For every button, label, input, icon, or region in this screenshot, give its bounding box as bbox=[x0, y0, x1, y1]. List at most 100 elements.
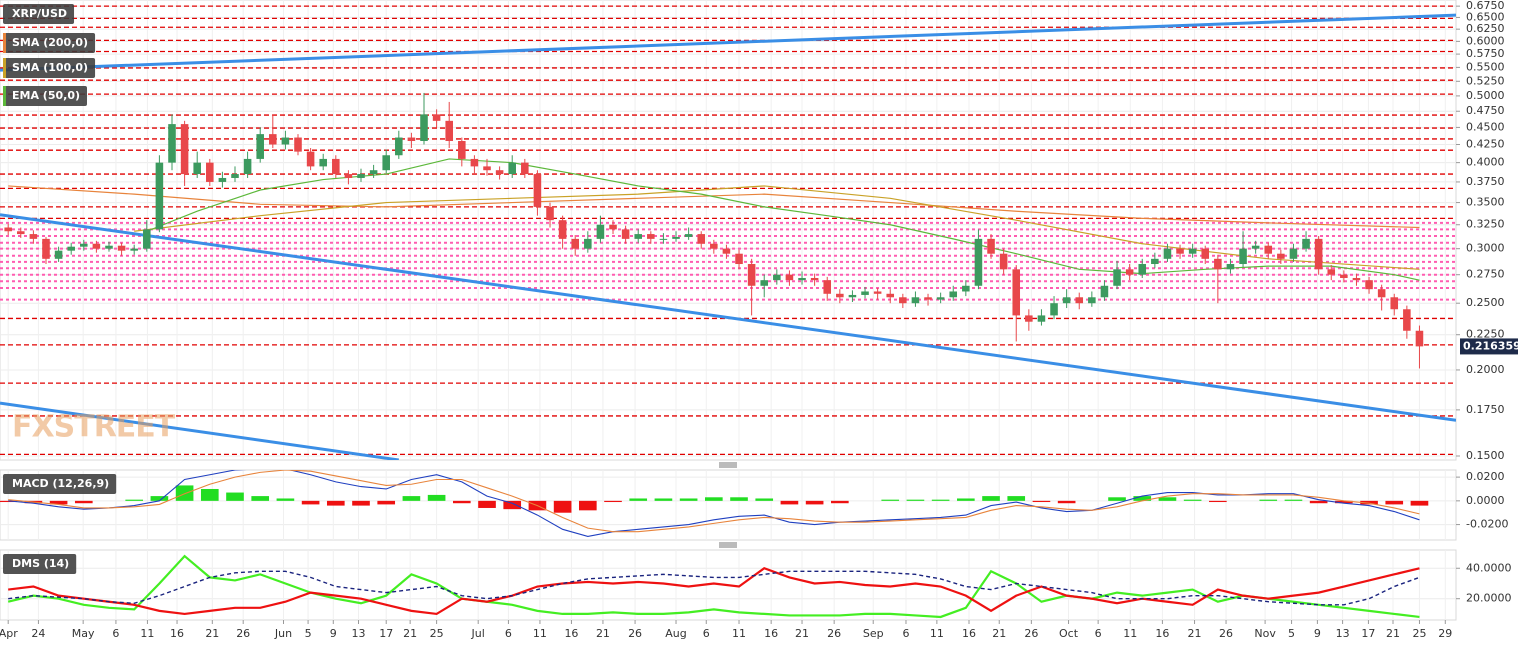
histogram-bar bbox=[1158, 497, 1177, 501]
x-tick-label: 26 bbox=[236, 627, 250, 640]
candle-body bbox=[710, 243, 718, 249]
last-price-label: 0.216359 bbox=[1463, 339, 1521, 352]
dms-line bbox=[8, 570, 1420, 606]
candle-body bbox=[823, 280, 832, 294]
x-tick-label: 21 bbox=[596, 627, 610, 640]
candle-body bbox=[508, 162, 516, 175]
candle-body bbox=[873, 291, 882, 294]
x-tick-label: Apr bbox=[0, 627, 18, 640]
pane-content bbox=[0, 550, 1456, 620]
resize-handle[interactable] bbox=[719, 462, 737, 468]
candle-body bbox=[1390, 297, 1399, 310]
y-tick-label: 0.0200 bbox=[1466, 470, 1505, 483]
candle-body bbox=[647, 234, 655, 239]
candle-body bbox=[697, 234, 706, 244]
x-tick-label: 5 bbox=[1288, 627, 1295, 640]
candle-body bbox=[1113, 269, 1121, 286]
candle-body bbox=[168, 124, 176, 163]
y-tick-label: 0.5000 bbox=[1466, 89, 1505, 102]
histogram-bar bbox=[175, 485, 194, 501]
x-tick-label: 16 bbox=[764, 627, 778, 640]
x-tick-label: 21 bbox=[1188, 627, 1202, 640]
candle-body bbox=[1201, 248, 1210, 259]
x-tick-label: 24 bbox=[31, 627, 45, 640]
candle-body bbox=[306, 151, 315, 167]
x-tick-label: 17 bbox=[1361, 627, 1375, 640]
y-tick-label: 0.2750 bbox=[1466, 268, 1505, 281]
legend-label: SMA (200,0) bbox=[12, 36, 88, 49]
x-tick-label: 25 bbox=[430, 627, 444, 640]
legend-box bbox=[3, 33, 96, 53]
candle-body bbox=[294, 137, 302, 152]
candle-body bbox=[1239, 248, 1247, 265]
x-tick-label: 26 bbox=[1024, 627, 1038, 640]
candle-body bbox=[785, 274, 794, 281]
legend-label: SMA (100,0) bbox=[12, 61, 88, 74]
x-tick-label: May bbox=[72, 627, 95, 640]
candle-body bbox=[432, 114, 441, 121]
candle-body bbox=[987, 238, 995, 254]
candle-body bbox=[1025, 315, 1033, 322]
x-tick-label: Jun bbox=[274, 627, 292, 640]
histogram-bar bbox=[150, 496, 169, 501]
histogram-bar bbox=[1410, 500, 1429, 506]
x-tick-label: 16 bbox=[170, 627, 184, 640]
candle-body bbox=[1415, 330, 1424, 347]
y-tick-label: 0.3750 bbox=[1466, 175, 1505, 188]
x-tick-label: Aug bbox=[665, 627, 686, 640]
histogram-bar bbox=[881, 499, 900, 501]
x-tick-label: 29 bbox=[1438, 627, 1452, 640]
candle-body bbox=[1012, 269, 1021, 316]
y-tick-label: 0.5500 bbox=[1466, 60, 1505, 73]
histogram-bar bbox=[755, 498, 774, 501]
candle-body bbox=[1352, 277, 1361, 281]
ma-line bbox=[8, 185, 1420, 229]
x-tick-label: 11 bbox=[140, 627, 154, 640]
legend-label: EMA (50,0) bbox=[12, 89, 80, 102]
candle-body bbox=[243, 158, 252, 175]
candle-body bbox=[722, 248, 731, 254]
trendline bbox=[0, 213, 1456, 422]
y-tick-label: 0.4750 bbox=[1466, 104, 1505, 117]
legend-swatch bbox=[3, 86, 6, 106]
x-tick-label: 26 bbox=[628, 627, 642, 640]
histogram-bar bbox=[125, 499, 144, 501]
legend-box bbox=[3, 554, 77, 574]
candle-body bbox=[407, 137, 416, 142]
histogram-bar bbox=[352, 500, 370, 506]
ma-line bbox=[134, 185, 1420, 270]
x-tick-label: 9 bbox=[330, 627, 337, 640]
x-tick-label: 6 bbox=[112, 627, 119, 640]
candle-body bbox=[659, 238, 668, 240]
candle-body bbox=[924, 297, 932, 300]
y-tick-label: 0.2000 bbox=[1466, 363, 1505, 376]
candle-body bbox=[130, 248, 138, 251]
dms-line bbox=[8, 567, 1420, 616]
candle-body bbox=[684, 234, 693, 237]
candle-body bbox=[1327, 269, 1336, 275]
candle-body bbox=[256, 134, 264, 159]
histogram-bar bbox=[49, 500, 68, 505]
pane-content bbox=[0, 470, 1456, 540]
y-tick-label: 0.1750 bbox=[1466, 403, 1505, 416]
histogram-bar bbox=[276, 498, 295, 501]
candle-body bbox=[445, 120, 453, 142]
histogram-bar bbox=[957, 498, 975, 501]
histogram-bar bbox=[629, 498, 648, 501]
histogram-bar bbox=[1259, 499, 1278, 501]
histogram-bar bbox=[251, 496, 270, 501]
y-tick-label: 0.4500 bbox=[1466, 120, 1505, 133]
histogram-bar bbox=[705, 497, 723, 501]
y-tick-label: 0.5250 bbox=[1466, 74, 1505, 87]
candle-body bbox=[1100, 285, 1109, 298]
resize-handle[interactable] bbox=[719, 542, 737, 548]
legend-swatch bbox=[3, 58, 6, 78]
candle-body bbox=[1365, 280, 1373, 290]
candle-body bbox=[886, 293, 895, 298]
histogram-bar bbox=[1032, 500, 1051, 503]
x-tick-label: 6 bbox=[902, 627, 909, 640]
histogram-bar bbox=[931, 499, 950, 501]
candle-body bbox=[369, 170, 378, 175]
trendline bbox=[0, 13, 1456, 72]
x-tick-label: 16 bbox=[1155, 627, 1169, 640]
